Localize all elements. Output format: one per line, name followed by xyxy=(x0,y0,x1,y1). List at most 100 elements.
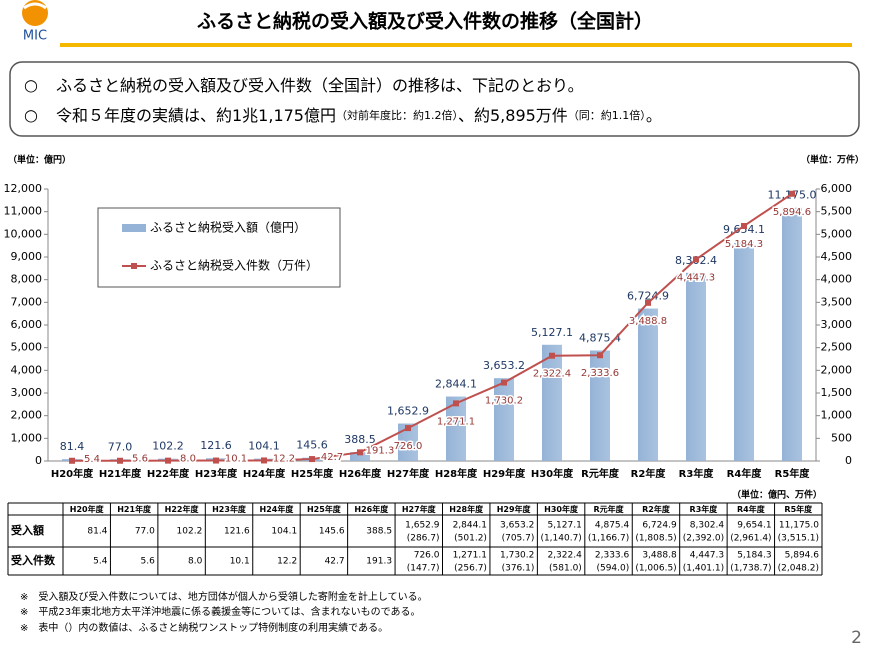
table-header: H20年度 xyxy=(70,504,105,514)
y-tick-label: 4,000 xyxy=(11,363,43,376)
table-cell-sub: (147.7) xyxy=(407,564,440,574)
page-title: ふるさと納税の受入額及び受入件数の推移（全国計） xyxy=(197,10,653,33)
line-marker xyxy=(117,457,123,464)
line-value-label: 5.6 xyxy=(132,454,148,465)
bar-value-label: 81.4 xyxy=(60,440,85,453)
bar-value-label: 388.5 xyxy=(344,433,376,446)
table-cell-sub: (594.0) xyxy=(596,564,629,574)
table-cell-sub: (1,166.7) xyxy=(588,534,629,544)
note: ※ 平成23年東北地方太平洋沖地震に係る義援金等については、含まれないものである… xyxy=(20,605,421,618)
x-tick-label: R4年度 xyxy=(727,467,763,480)
table-header: H25年度 xyxy=(307,504,342,514)
x-tick-label: R5年度 xyxy=(775,467,811,480)
row-label: 受入件数 xyxy=(11,553,56,567)
y2-axis-label: （単位：万件） xyxy=(801,154,864,166)
x-tick-label: H25年度 xyxy=(291,467,334,480)
y-tick-label: 12,000 xyxy=(4,182,43,195)
y2-tick-label: 2,000 xyxy=(821,363,853,376)
table-unit: （単位：億円、万件） xyxy=(732,489,822,501)
table-header: H27年度 xyxy=(402,504,437,514)
x-tick-label: H27年度 xyxy=(387,467,430,480)
table-header: H22年度 xyxy=(165,504,200,514)
summary-note: （対前年度比：約1.2倍） xyxy=(336,108,458,122)
line-marker xyxy=(165,457,171,464)
table-cell-sub: (256.7) xyxy=(454,564,487,574)
table-header: R5年度 xyxy=(784,504,813,514)
table-cell: 191.3 xyxy=(366,557,392,567)
table-cell: 9,654.1 xyxy=(737,521,771,531)
table-cell: 2,322.4 xyxy=(547,551,582,561)
table-cell-sub: (705.7) xyxy=(502,534,535,544)
line-marker xyxy=(693,256,699,263)
bar xyxy=(494,378,514,461)
x-tick-label: H29年度 xyxy=(483,467,526,480)
table-header: H23年度 xyxy=(212,504,247,514)
table-header: H30年度 xyxy=(544,504,579,514)
summary-text: 、約5,895万件 xyxy=(458,106,568,125)
line-value-label: 191.3 xyxy=(366,445,395,456)
line-value-label: 5.4 xyxy=(84,454,100,465)
bar xyxy=(446,396,466,461)
table-cell: 104.1 xyxy=(271,527,297,537)
table-cell-sub: (1,808.5) xyxy=(635,534,676,544)
bar-value-label: 3,653.2 xyxy=(483,359,525,372)
bar xyxy=(398,423,418,461)
bar-value-label: 5,127.1 xyxy=(531,326,573,339)
bar-value-label: 104.1 xyxy=(248,440,280,453)
line-value-label: 726.0 xyxy=(394,441,423,452)
logo-text: MIC xyxy=(23,29,47,44)
y2-tick-label: 4,000 xyxy=(821,273,853,286)
line-marker xyxy=(549,352,555,359)
y2-tick-label: 1,500 xyxy=(821,386,853,399)
table-cell: 3,488.8 xyxy=(642,551,677,561)
table-cell-sub: (2,392.0) xyxy=(683,534,724,544)
table-header: H24年度 xyxy=(260,504,295,514)
y-tick-label: 8,000 xyxy=(11,273,43,286)
line xyxy=(71,192,793,462)
table-cell: 5,894.6 xyxy=(785,551,820,561)
line-value-label: 12.2 xyxy=(273,453,295,464)
y-tick-label: 10,000 xyxy=(4,227,43,240)
table-header: R3年度 xyxy=(690,504,719,514)
line-marker xyxy=(597,352,603,359)
line-value-label: 3,488.8 xyxy=(629,316,667,327)
table-header: H29年度 xyxy=(497,504,532,514)
table-cell: 42.7 xyxy=(325,557,345,567)
table-cell: 8.0 xyxy=(188,557,203,567)
y2-tick-label: 3,500 xyxy=(821,295,853,308)
legend-swatch xyxy=(122,224,146,232)
table-cell: 5,184.3 xyxy=(737,551,771,561)
y-tick-label: 9,000 xyxy=(11,250,43,263)
table-cell: 3,653.2 xyxy=(500,521,534,531)
table-cell: 2,333.6 xyxy=(595,551,630,561)
y-tick-label: 2,000 xyxy=(11,409,43,422)
y2-tick-label: 5,500 xyxy=(821,205,853,218)
bar-value-label: 4,875.4 xyxy=(579,331,621,344)
table-cell-sub: (1,401.1) xyxy=(683,564,724,574)
legend-marker xyxy=(131,263,137,269)
table-cell-sub: (1,006.5) xyxy=(635,564,676,574)
legend-label: ふるさと納税受入額（億円） xyxy=(150,221,306,235)
bar xyxy=(350,452,370,461)
y-tick-label: 7,000 xyxy=(11,295,43,308)
table-cell: 145.6 xyxy=(319,527,345,537)
note: ※ 表中（）内の数値は、ふるさと納税ワンストップ特例制度の利用実績である。 xyxy=(20,621,388,634)
table-header: H21年度 xyxy=(117,504,152,514)
y2-tick-label: 500 xyxy=(831,431,852,444)
table-cell: 388.5 xyxy=(366,527,392,537)
line-value-label: 2,333.6 xyxy=(581,368,619,379)
bar xyxy=(734,242,754,461)
table-header: R元年度 xyxy=(593,504,624,514)
line-marker xyxy=(309,456,315,463)
table-cell: 726.0 xyxy=(414,551,440,561)
table-cell-sub: (3,515.1) xyxy=(778,534,819,544)
legend-box xyxy=(97,207,341,288)
line-marker xyxy=(645,299,651,306)
x-tick-label: R2年度 xyxy=(631,467,667,480)
summary-line: 令和５年度の実績は、約1兆1,175億円（対前年度比：約1.2倍）、約5,895… xyxy=(56,106,662,125)
line-marker xyxy=(501,379,507,386)
y2-tick-label: 2,500 xyxy=(821,341,853,354)
logo-swoosh xyxy=(23,2,47,10)
x-tick-label: H22年度 xyxy=(147,467,190,480)
